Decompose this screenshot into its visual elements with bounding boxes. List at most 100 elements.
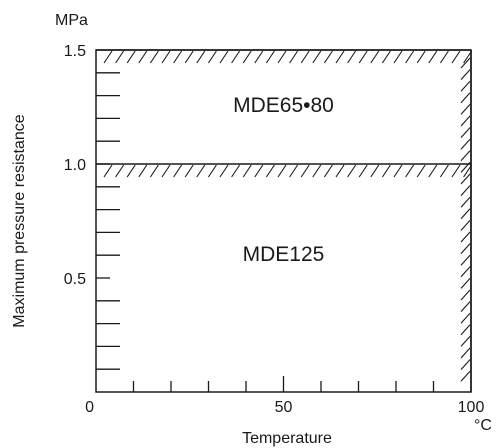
hatch-mark	[460, 173, 471, 185]
hatch-mark	[460, 359, 471, 370]
hatch-mark	[242, 164, 252, 178]
hatch-mark	[439, 164, 449, 178]
hatch-mark	[219, 164, 229, 178]
hatch-mark	[460, 336, 471, 347]
hatch-mark	[460, 370, 471, 382]
hatch-mark	[312, 164, 322, 178]
hatch-mark	[289, 164, 299, 178]
hatch-mark	[460, 138, 471, 150]
hatch-mark	[460, 312, 471, 324]
hatch-mark	[460, 266, 471, 278]
hatch-mark	[242, 50, 252, 64]
hatch-mark	[115, 164, 125, 178]
hatch-mark	[323, 164, 333, 178]
hatch-mark	[460, 185, 471, 196]
hatch-mark	[405, 50, 415, 64]
label-layer: 0.5 1.0 1.5 0 50 100 MDE65•80 MDE125	[64, 43, 485, 416]
hatch-mark	[381, 50, 391, 64]
hatch-marks-2	[460, 57, 471, 382]
hatch-mark	[347, 164, 357, 178]
hatch-mark	[207, 164, 217, 178]
hatch-mark	[460, 115, 471, 127]
hatch-mark	[460, 104, 471, 115]
hatch-mark	[323, 50, 333, 64]
hatch-mark	[460, 324, 471, 336]
hatch-mark	[451, 50, 461, 64]
hatch-mark	[149, 50, 159, 64]
hatch-mark	[370, 50, 380, 64]
hatch-mark	[138, 50, 148, 64]
hatch-mark	[312, 50, 322, 64]
x-axis-title: Temperature	[242, 430, 332, 447]
hatch-mark	[460, 254, 471, 266]
hatch-mark	[254, 164, 264, 178]
hatch-mark	[335, 50, 345, 64]
hatch-mark	[358, 50, 368, 64]
hatch-mark	[416, 164, 426, 178]
hatch-marks-1	[103, 164, 473, 178]
hatch-mark	[265, 164, 275, 178]
hatch-mark	[300, 164, 310, 178]
hatch-mark	[460, 150, 471, 162]
tick-layer	[96, 72, 435, 392]
hatch-mark	[277, 50, 287, 64]
hatch-mark	[416, 50, 426, 64]
hatch-mark	[254, 50, 264, 64]
y-unit-label: MPa	[55, 12, 88, 29]
hatch-mark	[460, 196, 471, 208]
hatch-mark	[460, 57, 471, 69]
hatch-mark	[184, 50, 194, 64]
hatch-mark	[460, 127, 471, 138]
hatch-mark	[265, 50, 275, 64]
hatch-mark	[231, 50, 241, 64]
hatch-mark	[381, 164, 391, 178]
hatch-mark	[460, 301, 471, 312]
x-tick-label: 0	[85, 399, 94, 416]
hatch-mark	[173, 50, 183, 64]
hatch-mark	[138, 164, 148, 178]
y-tick-label: 0.5	[64, 271, 86, 288]
hatch-mark	[196, 164, 206, 178]
y-tick-label: 1.0	[64, 157, 86, 174]
hatch-mark	[439, 50, 449, 64]
y-tick-label: 1.5	[64, 43, 86, 60]
hatch-mark	[393, 50, 403, 64]
hatch-mark	[289, 50, 299, 64]
hatch-mark	[161, 50, 171, 64]
hatch-mark	[460, 231, 471, 243]
hatch-mark	[460, 278, 471, 289]
hatch-mark	[358, 164, 368, 178]
hatch-mark	[196, 50, 206, 64]
x-tick-label: 100	[458, 399, 485, 416]
hatch-marks-0	[103, 50, 473, 64]
hatch-mark	[460, 80, 471, 92]
hatch-mark	[460, 208, 471, 220]
hatch-layer	[96, 49, 473, 392]
y-axis-title: Maximum pressure resistance	[11, 114, 28, 328]
hatch-mark	[103, 164, 113, 178]
hatch-mark	[219, 50, 229, 64]
hatch-mark	[126, 50, 136, 64]
hatch-mark	[335, 164, 345, 178]
hatch-mark	[460, 289, 471, 301]
hatch-mark	[231, 164, 241, 178]
hatch-mark	[347, 50, 357, 64]
region-label-0: MDE65•80	[233, 94, 334, 117]
hatch-mark	[207, 50, 217, 64]
hatch-mark	[460, 92, 471, 104]
hatch-mark	[115, 50, 125, 64]
region-label-1: MDE125	[243, 243, 325, 266]
hatch-mark	[126, 164, 136, 178]
hatch-mark	[460, 220, 471, 231]
x-unit-label: °C	[474, 417, 492, 434]
hatch-mark	[103, 50, 113, 64]
hatch-mark	[460, 347, 471, 359]
x-tick-label: 50	[275, 399, 293, 416]
hatch-mark	[428, 164, 438, 178]
hatch-mark	[173, 164, 183, 178]
hatch-mark	[405, 164, 415, 178]
hatch-mark	[393, 164, 403, 178]
hatch-mark	[428, 50, 438, 64]
hatch-mark	[184, 164, 194, 178]
